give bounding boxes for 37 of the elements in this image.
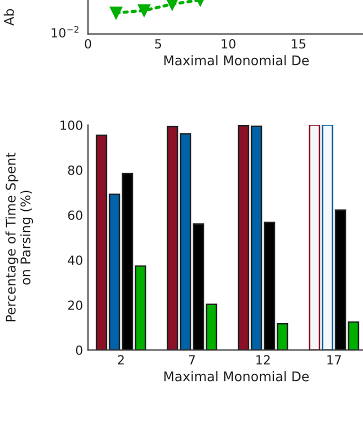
y-tick-label: 80: [68, 165, 82, 175]
bar: [276, 322, 288, 350]
x-tick-label: 7: [189, 355, 195, 364]
text: 10$^{−2}$: [52, 26, 78, 38]
bar: [308, 125, 320, 350]
x-axis-title: Maximal Monomial De: [164, 371, 309, 382]
bar: [96, 134, 108, 350]
bar: [238, 125, 250, 350]
x-tick-label: 17: [327, 355, 341, 364]
y-tick-label: 40: [68, 255, 82, 265]
bar: [206, 304, 218, 350]
bar: [348, 321, 360, 350]
x-tick-label: 5: [155, 39, 162, 49]
y-tick-label: 100: [60, 120, 82, 130]
x-axis-title: Maximal Monomial De: [164, 55, 309, 66]
bar: [108, 194, 120, 350]
bar: [334, 209, 346, 350]
x-tick-label: 0: [84, 39, 92, 49]
x-tick-label: 15: [292, 39, 306, 49]
bar: [264, 222, 276, 350]
bar: [134, 265, 146, 350]
x-tick-label: 12: [256, 355, 270, 364]
y-tick-label: 20: [68, 300, 82, 310]
y-axis-title: Ab: [4, 9, 14, 26]
y-tick-label: 0: [76, 345, 82, 355]
bar: [180, 133, 192, 350]
y-axis-title: Percentage of Time Spent on Parsing (%): [5, 152, 33, 322]
bar: [122, 172, 134, 350]
point: [110, 6, 122, 20]
x-tick-label: 10: [222, 39, 236, 49]
bar: [250, 126, 262, 350]
bar: [322, 125, 334, 350]
point: [138, 4, 150, 17]
bar: [166, 126, 178, 350]
bar: [192, 223, 204, 350]
y-tick-label: 60: [68, 210, 82, 220]
x-tick-label: 2: [118, 355, 124, 364]
